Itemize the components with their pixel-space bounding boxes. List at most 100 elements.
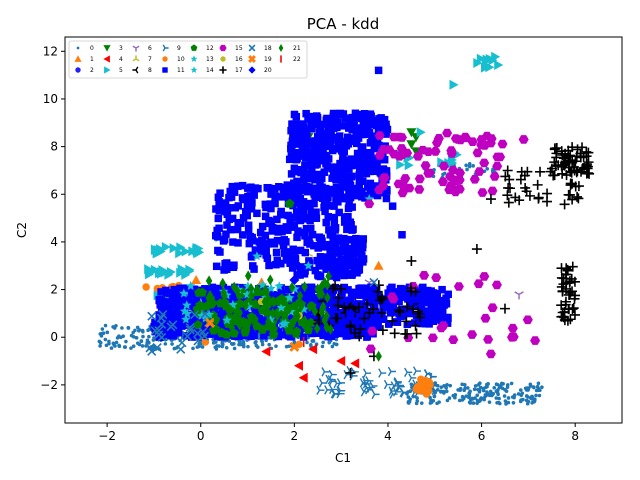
point bbox=[168, 296, 177, 305]
point bbox=[362, 299, 373, 310]
point bbox=[139, 339, 144, 343]
point bbox=[155, 333, 163, 341]
point bbox=[400, 388, 409, 398]
point bbox=[467, 137, 478, 146]
point bbox=[362, 294, 370, 302]
point bbox=[334, 337, 339, 342]
point bbox=[349, 156, 358, 164]
point bbox=[363, 130, 371, 139]
point bbox=[287, 141, 295, 150]
point bbox=[306, 187, 315, 195]
point bbox=[351, 161, 359, 169]
point bbox=[157, 296, 166, 305]
point bbox=[370, 164, 379, 172]
point bbox=[472, 148, 483, 158]
point bbox=[301, 315, 308, 327]
point bbox=[393, 179, 404, 189]
point bbox=[169, 243, 179, 254]
point bbox=[226, 225, 235, 234]
point bbox=[359, 235, 368, 243]
legend-label: 21 bbox=[293, 45, 301, 52]
point bbox=[462, 388, 466, 393]
point bbox=[229, 238, 237, 246]
point bbox=[373, 191, 382, 200]
point bbox=[185, 280, 196, 290]
point bbox=[291, 294, 299, 302]
point bbox=[473, 384, 478, 388]
series-20 bbox=[289, 275, 417, 319]
point bbox=[112, 343, 116, 347]
point bbox=[408, 373, 417, 383]
point bbox=[312, 214, 321, 222]
point bbox=[230, 342, 235, 346]
point bbox=[497, 396, 501, 401]
point bbox=[129, 346, 133, 350]
point bbox=[274, 281, 284, 291]
point bbox=[324, 332, 332, 341]
point bbox=[408, 304, 419, 315]
point bbox=[325, 121, 333, 130]
point bbox=[194, 333, 202, 341]
point bbox=[161, 315, 170, 324]
legend-label: 4 bbox=[119, 56, 123, 63]
point bbox=[438, 161, 449, 171]
point bbox=[311, 193, 319, 201]
point bbox=[214, 214, 223, 223]
point bbox=[357, 284, 365, 292]
point bbox=[460, 382, 465, 387]
point bbox=[267, 190, 275, 198]
point bbox=[420, 161, 431, 170]
point bbox=[302, 215, 310, 223]
point bbox=[355, 181, 363, 190]
point bbox=[414, 401, 419, 406]
point bbox=[386, 285, 394, 293]
point bbox=[338, 147, 346, 155]
point bbox=[164, 330, 173, 338]
point bbox=[335, 132, 344, 140]
point bbox=[322, 142, 330, 151]
point bbox=[316, 385, 325, 395]
point bbox=[271, 184, 279, 193]
point bbox=[404, 295, 412, 303]
point bbox=[439, 390, 443, 394]
point bbox=[275, 183, 283, 191]
point bbox=[460, 133, 471, 143]
point bbox=[312, 294, 320, 302]
point bbox=[430, 147, 441, 156]
point bbox=[291, 184, 300, 192]
point bbox=[323, 200, 331, 208]
point bbox=[230, 316, 240, 326]
legend-marker bbox=[162, 67, 168, 73]
data-points bbox=[97, 51, 595, 406]
point bbox=[313, 137, 322, 146]
point bbox=[485, 166, 490, 171]
point bbox=[518, 135, 529, 144]
point bbox=[347, 172, 356, 181]
point bbox=[535, 166, 546, 177]
point bbox=[324, 279, 331, 291]
point bbox=[372, 286, 383, 297]
point bbox=[367, 326, 378, 336]
point bbox=[230, 188, 239, 196]
point bbox=[348, 113, 357, 122]
point bbox=[402, 328, 413, 339]
point bbox=[485, 349, 496, 359]
point bbox=[383, 185, 391, 194]
point bbox=[466, 386, 470, 390]
point bbox=[305, 259, 314, 267]
point bbox=[502, 165, 513, 176]
point bbox=[354, 129, 362, 137]
point bbox=[268, 329, 279, 339]
point bbox=[271, 192, 279, 200]
point bbox=[348, 134, 356, 143]
point bbox=[565, 180, 576, 191]
point bbox=[339, 302, 350, 313]
point bbox=[318, 120, 327, 129]
point bbox=[308, 165, 316, 174]
point bbox=[358, 244, 367, 252]
point bbox=[220, 287, 227, 299]
point bbox=[287, 170, 296, 178]
point bbox=[445, 172, 456, 181]
point bbox=[263, 254, 272, 263]
point bbox=[236, 319, 243, 331]
